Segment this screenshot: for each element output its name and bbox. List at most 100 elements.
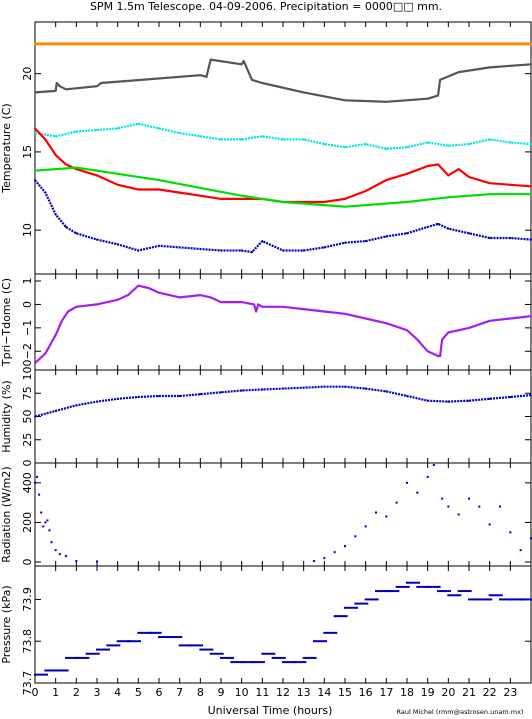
data-point xyxy=(34,42,36,45)
data-point xyxy=(199,186,202,189)
data-point xyxy=(447,331,450,334)
data-point xyxy=(44,352,47,355)
data-point xyxy=(344,312,346,315)
data-point xyxy=(323,557,326,560)
data-point xyxy=(158,395,160,398)
series-0-4 xyxy=(34,166,532,208)
data-point xyxy=(189,644,203,647)
data-point xyxy=(199,74,202,77)
data-point xyxy=(447,594,462,597)
data-point xyxy=(96,174,98,177)
panel-frame xyxy=(34,273,532,371)
data-point xyxy=(354,602,369,605)
x-tick-label: 0 xyxy=(32,686,39,699)
data-point xyxy=(96,85,98,88)
data-point xyxy=(468,232,470,235)
data-point xyxy=(447,174,450,177)
x-tick-label: 19 xyxy=(421,686,435,699)
data-point xyxy=(439,354,442,357)
data-point xyxy=(137,188,140,191)
data-point xyxy=(220,138,222,141)
data-point xyxy=(519,598,532,601)
data-point xyxy=(406,481,408,484)
data-point xyxy=(385,390,388,393)
panel-frame xyxy=(34,565,532,684)
data-point xyxy=(34,132,36,135)
data-point xyxy=(323,385,326,388)
series-2-0 xyxy=(34,385,532,418)
data-point xyxy=(282,249,284,252)
series-line xyxy=(34,179,532,254)
panel-3: 0 200 400 Radiation (W/m2) xyxy=(0,462,532,567)
data-point xyxy=(58,85,61,88)
data-point xyxy=(54,154,57,157)
data-point xyxy=(209,296,212,299)
data-point xyxy=(488,523,491,526)
y-tick-label: −1 xyxy=(21,320,34,336)
data-point xyxy=(158,636,172,639)
y-tick-label: 73.7 xyxy=(21,671,34,696)
data-point xyxy=(34,415,36,418)
data-point xyxy=(199,194,202,197)
data-point xyxy=(96,303,98,306)
x-tick-label: 5 xyxy=(135,686,142,699)
data-point xyxy=(178,395,181,398)
x-tick-label: 12 xyxy=(276,686,290,699)
data-point xyxy=(406,395,408,398)
data-point xyxy=(34,361,36,364)
data-point xyxy=(364,190,367,193)
data-point xyxy=(344,205,346,208)
data-point xyxy=(116,243,119,246)
panel-frame xyxy=(34,21,532,275)
data-point xyxy=(54,549,57,552)
series-0-0 xyxy=(34,42,532,46)
y-tick-label: 1 xyxy=(21,278,34,285)
data-point xyxy=(242,60,245,63)
data-point xyxy=(42,525,45,528)
data-point xyxy=(44,669,59,672)
data-point xyxy=(313,640,327,643)
data-point xyxy=(96,648,110,651)
data-point xyxy=(261,388,264,391)
data-point xyxy=(344,545,346,548)
data-point xyxy=(282,661,296,664)
data-point xyxy=(116,172,119,175)
data-point xyxy=(209,58,212,61)
data-point xyxy=(54,333,57,336)
y-tick-label: 100 xyxy=(21,360,34,381)
data-point xyxy=(426,475,429,478)
panel-4: 73.7 73.8 73.9 Pressure (kPa) xyxy=(0,565,532,696)
data-point xyxy=(375,590,389,593)
chart-title: SPM 1.5m Telescope. 04-09-2006. Precipit… xyxy=(90,0,442,13)
data-point xyxy=(54,213,57,216)
data-point xyxy=(488,138,491,141)
data-point xyxy=(344,146,346,149)
data-point xyxy=(40,511,43,514)
x-tick-label: 8 xyxy=(197,686,204,699)
data-point xyxy=(344,99,346,102)
data-point xyxy=(426,399,429,402)
x-tick-label: 21 xyxy=(462,686,476,699)
data-point xyxy=(302,91,305,94)
data-point xyxy=(261,652,276,655)
data-point xyxy=(416,585,431,588)
data-point xyxy=(199,294,202,297)
data-point xyxy=(44,521,47,524)
data-point xyxy=(333,615,348,618)
data-point xyxy=(158,291,160,294)
data-point xyxy=(344,197,346,200)
data-point xyxy=(75,404,78,407)
series-line xyxy=(34,58,532,103)
data-point xyxy=(488,66,491,69)
x-tick-label: 7 xyxy=(176,686,183,699)
series-4-0 xyxy=(34,581,532,676)
data-point xyxy=(323,143,326,146)
data-point xyxy=(457,590,472,593)
data-point xyxy=(282,305,284,308)
x-tick-label: 6 xyxy=(156,686,163,699)
y-tick-label: 10 xyxy=(21,223,34,237)
data-point xyxy=(65,555,67,558)
data-point xyxy=(147,287,150,290)
